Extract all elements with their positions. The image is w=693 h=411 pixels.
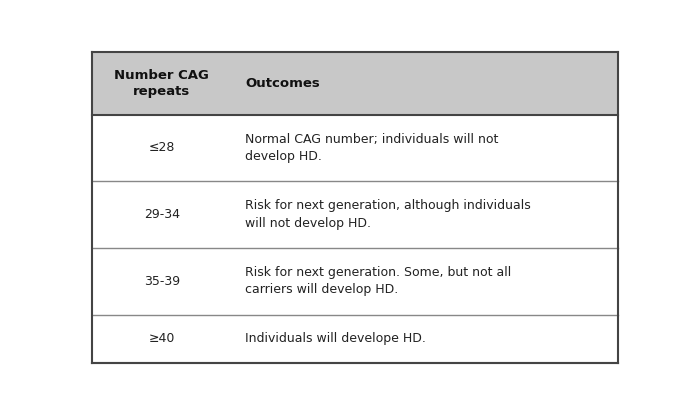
- Text: Individuals will develope HD.: Individuals will develope HD.: [245, 332, 426, 345]
- Bar: [92, 248, 618, 314]
- Bar: [92, 181, 618, 248]
- Text: Normal CAG number; individuals will not
develop HD.: Normal CAG number; individuals will not …: [245, 133, 498, 163]
- Text: Outcomes: Outcomes: [245, 77, 319, 90]
- Text: Risk for next generation, although individuals
will not develop HD.: Risk for next generation, although indiv…: [245, 199, 531, 230]
- Text: 29-34: 29-34: [143, 208, 179, 221]
- Text: ≥40: ≥40: [148, 332, 175, 345]
- Text: 35-39: 35-39: [143, 275, 179, 288]
- Bar: [92, 314, 618, 363]
- Text: Risk for next generation. Some, but not all
carriers will develop HD.: Risk for next generation. Some, but not …: [245, 266, 511, 296]
- Text: ≤28: ≤28: [148, 141, 175, 155]
- Bar: [92, 53, 618, 115]
- Bar: [92, 115, 618, 181]
- Text: Number CAG
repeats: Number CAG repeats: [114, 69, 209, 98]
